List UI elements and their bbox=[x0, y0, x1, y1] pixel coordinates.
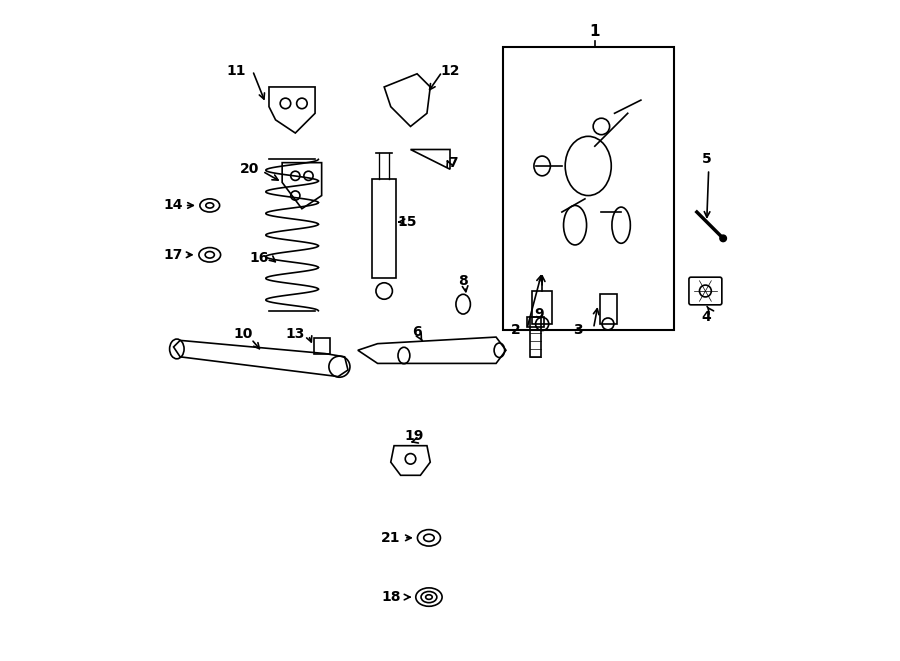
Text: 18: 18 bbox=[381, 590, 400, 604]
Bar bbox=[373, 179, 396, 278]
Bar bbox=[503, 48, 674, 330]
Text: 5: 5 bbox=[702, 153, 712, 167]
Text: 6: 6 bbox=[412, 325, 422, 340]
Bar bbox=[314, 338, 329, 354]
Text: 8: 8 bbox=[458, 274, 468, 288]
Circle shape bbox=[720, 235, 726, 242]
Text: 7: 7 bbox=[448, 155, 458, 170]
Bar bbox=[600, 294, 617, 324]
Text: 10: 10 bbox=[233, 327, 252, 341]
Text: 15: 15 bbox=[398, 215, 417, 229]
Text: 3: 3 bbox=[573, 323, 583, 338]
Text: 1: 1 bbox=[590, 24, 600, 38]
Text: 2: 2 bbox=[511, 323, 521, 338]
Text: 4: 4 bbox=[702, 310, 712, 325]
Text: 16: 16 bbox=[249, 251, 269, 265]
Bar bbox=[527, 317, 544, 327]
Text: 14: 14 bbox=[164, 198, 184, 212]
Text: 9: 9 bbox=[534, 307, 544, 321]
Text: 20: 20 bbox=[239, 162, 259, 176]
Text: 13: 13 bbox=[285, 327, 305, 341]
Bar bbox=[530, 317, 541, 357]
Text: 11: 11 bbox=[226, 63, 246, 77]
Text: 19: 19 bbox=[404, 429, 424, 443]
Text: 17: 17 bbox=[164, 248, 184, 262]
Text: 12: 12 bbox=[440, 63, 460, 77]
Bar bbox=[532, 291, 552, 324]
Text: 21: 21 bbox=[381, 531, 400, 545]
